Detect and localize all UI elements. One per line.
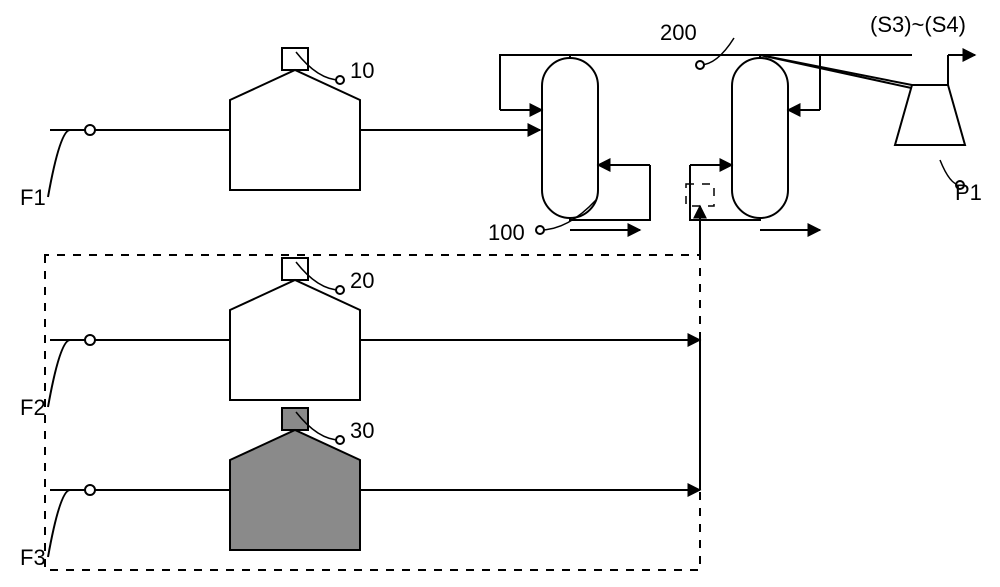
- label-30: 30: [350, 418, 374, 443]
- label-output: (S3)~(S4): [870, 12, 966, 37]
- label-100: 100: [488, 220, 525, 245]
- label-10: 10: [350, 58, 374, 83]
- label-F2: F2: [20, 395, 46, 420]
- label-20: 20: [350, 268, 374, 293]
- label-F1: F1: [20, 185, 46, 210]
- label-F3: F3: [20, 545, 46, 570]
- label-P1: P1: [955, 180, 982, 205]
- label-200: 200: [660, 20, 697, 45]
